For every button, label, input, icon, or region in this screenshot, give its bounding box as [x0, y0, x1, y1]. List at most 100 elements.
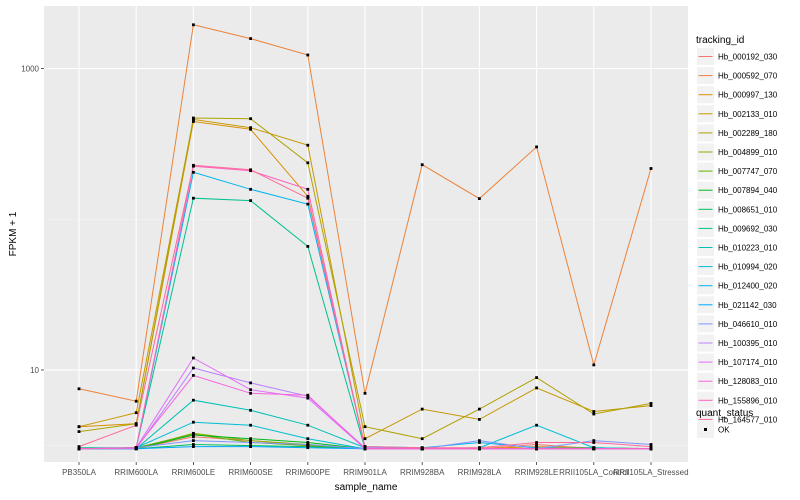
data-point	[77, 447, 81, 451]
data-point	[306, 443, 310, 446]
y-tick-label: 1000	[21, 65, 39, 74]
data-point	[649, 445, 653, 448]
data-point	[249, 168, 252, 172]
x-axis: PB350LA RRIM600LA RRIM600LE RRIM600SE RRIM60…	[62, 462, 689, 477]
legend-label: Hb_000997_130	[718, 91, 778, 100]
point-layer	[77, 23, 653, 451]
data-point	[249, 126, 252, 130]
data-point	[649, 402, 653, 405]
y-tick-label: 10	[30, 366, 39, 375]
data-point	[249, 388, 252, 392]
data-point	[192, 163, 195, 167]
data-point	[77, 445, 81, 448]
shape-legend-title: quant_status	[696, 408, 753, 419]
data-point	[306, 437, 310, 441]
x-tick-label: RRIM901LA	[343, 468, 387, 477]
data-point	[420, 407, 424, 411]
legend-label: Hb_164577_010	[718, 415, 778, 424]
data-point	[592, 441, 596, 444]
legend-label: Hb_000192_030	[718, 53, 778, 62]
data-point	[249, 187, 252, 191]
data-point	[134, 423, 138, 427]
data-point	[535, 441, 538, 444]
data-point	[420, 437, 424, 441]
data-point	[592, 412, 596, 416]
legend-label: Hb_010994_020	[718, 263, 778, 272]
legend-label: Hb_009692_030	[718, 224, 778, 233]
legend-label: Hb_002289_180	[718, 129, 778, 138]
data-point	[134, 411, 138, 415]
x-tick-label: RRIM928LE	[515, 468, 559, 477]
data-point	[478, 407, 481, 411]
data-point	[535, 145, 538, 149]
data-point	[192, 374, 195, 377]
data-point	[363, 391, 367, 395]
data-point	[192, 420, 195, 424]
data-point	[478, 446, 481, 450]
legend-label: Hb_007747_070	[718, 167, 778, 176]
x-tick-label: RRII105LA_Stressed	[613, 468, 688, 477]
shape-legend-label: OK	[718, 426, 730, 435]
legend-label: Hb_004899_010	[718, 148, 778, 157]
data-point	[306, 396, 310, 400]
data-point	[535, 386, 538, 390]
data-point	[134, 399, 138, 403]
data-point	[649, 404, 653, 407]
legend-label: Hb_008651_010	[718, 205, 778, 214]
data-point	[134, 422, 138, 426]
legend-label: Hb_100395_010	[718, 339, 778, 348]
data-point	[77, 387, 81, 391]
data-point	[192, 398, 195, 402]
x-tick-label: RRIM600PE	[286, 468, 330, 477]
data-point	[249, 437, 252, 441]
shape-legend-point	[704, 428, 707, 431]
data-point	[192, 120, 195, 123]
data-point	[306, 161, 310, 165]
data-point	[192, 356, 195, 360]
x-tick-label: RRII105LA_Control	[559, 468, 629, 477]
legend-label: Hb_007894_040	[718, 186, 778, 195]
legend-label: Hb_000592_070	[718, 72, 778, 81]
data-point	[649, 167, 653, 170]
data-point	[249, 441, 252, 444]
data-point	[306, 446, 310, 450]
data-point	[306, 441, 310, 444]
data-point	[249, 408, 252, 412]
legend-label: Hb_046610_010	[718, 320, 778, 329]
data-point	[592, 410, 596, 413]
data-point	[192, 443, 195, 446]
data-point	[306, 202, 310, 206]
data-point	[592, 439, 596, 442]
data-point	[306, 187, 310, 191]
data-point	[535, 376, 538, 379]
grid-layer	[44, 6, 688, 462]
data-point	[192, 23, 195, 27]
x-tick-label: RRIM600LA	[114, 468, 158, 477]
data-point	[363, 437, 367, 441]
x-tick-label: RRIM600SE	[228, 468, 272, 477]
data-point	[420, 163, 424, 167]
data-point	[192, 433, 195, 437]
data-point	[478, 441, 481, 444]
data-point	[306, 196, 310, 200]
data-point	[249, 37, 252, 40]
data-point	[249, 445, 252, 448]
data-point	[649, 447, 653, 451]
data-point	[649, 443, 653, 446]
legend-label: Hb_107174_010	[718, 358, 778, 367]
data-point	[192, 116, 195, 120]
data-point	[77, 425, 81, 429]
data-point	[535, 443, 538, 446]
data-point	[306, 194, 310, 198]
legend-label: Hb_021142_030	[718, 301, 777, 310]
x-tick-label: PB350LA	[62, 468, 96, 477]
data-point	[249, 439, 252, 442]
data-point	[192, 196, 195, 200]
shape-legend: quant_status OK	[696, 408, 753, 438]
legend-label: Hb_155896_010	[718, 396, 778, 405]
legend: tracking_id Hb_000192_030 Hb_000592_070 Hb…	[696, 35, 778, 428]
legend-label: Hb_002133_010	[718, 110, 778, 119]
data-point	[592, 363, 596, 367]
y-axis: 10 1000	[21, 65, 44, 375]
